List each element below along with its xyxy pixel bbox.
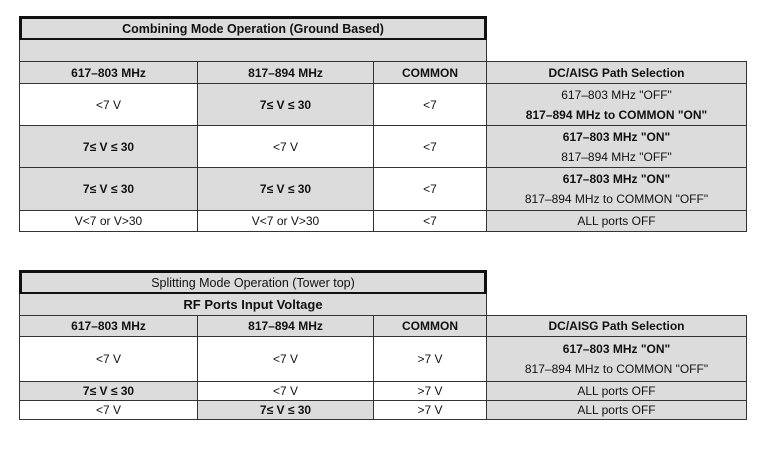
dc-cell: ALL ports OFF xyxy=(486,400,747,420)
combining-blank-row xyxy=(19,40,487,62)
cell: <7 xyxy=(373,210,487,232)
dc-line: 817–894 MHz to COMMON "OFF" xyxy=(524,362,709,376)
header-dc-aisg: DC/AISG Path Selection xyxy=(486,61,747,84)
header-817-894: 817–894 MHz xyxy=(197,315,374,337)
dc-line: 617–803 MHz "ON" xyxy=(562,342,671,356)
dc-cell: 617–803 MHz "OFF" 817–894 MHz to COMMON "… xyxy=(486,83,747,126)
dc-line: 817–894 MHz to COMMON "OFF" xyxy=(524,192,709,206)
splitting-title: Splitting Mode Operation (Tower top) xyxy=(19,270,487,295)
dc-cell: ALL ports OFF xyxy=(486,381,747,401)
cell: 7≤ V ≤ 30 xyxy=(19,381,198,401)
cell: V<7 or V>30 xyxy=(197,210,374,232)
dc-line: 817–894 MHz to COMMON "ON" xyxy=(525,107,708,122)
header-617-803: 617–803 MHz xyxy=(19,61,198,84)
cell: <7 V xyxy=(197,336,374,382)
cell: <7 V xyxy=(19,400,198,420)
cell: 7≤ V ≤ 30 xyxy=(197,83,374,126)
cell: <7 V xyxy=(197,125,374,168)
cell: >7 V xyxy=(373,400,487,420)
dc-cell: 617–803 MHz "ON" 817–894 MHz to COMMON "O… xyxy=(486,336,747,382)
cell: <7 xyxy=(373,167,487,211)
dc-cell: ALL ports OFF xyxy=(486,210,747,232)
header-617-803: 617–803 MHz xyxy=(19,315,198,337)
header-817-894: 817–894 MHz xyxy=(197,61,374,84)
cell: <7 xyxy=(373,125,487,168)
cell: 7≤ V ≤ 30 xyxy=(197,400,374,420)
cell: <7 V xyxy=(19,336,198,382)
cell: 7≤ V ≤ 30 xyxy=(19,167,198,211)
header-common: COMMON xyxy=(373,315,487,337)
dc-line: 817–894 MHz "OFF" xyxy=(561,149,672,164)
cell: 7≤ V ≤ 30 xyxy=(19,125,198,168)
cell: <7 V xyxy=(197,381,374,401)
cell: V<7 or V>30 xyxy=(19,210,198,232)
dc-line: 617–803 MHz "ON" xyxy=(562,172,671,186)
header-common: COMMON xyxy=(373,61,487,84)
dc-cell: 617–803 MHz "ON" 817–894 MHz to COMMON "O… xyxy=(486,167,747,211)
cell: 7≤ V ≤ 30 xyxy=(197,167,374,211)
cell: <7 V xyxy=(19,83,198,126)
dc-line: 617–803 MHz "ON" xyxy=(562,129,671,144)
cell: >7 V xyxy=(373,381,487,401)
cell: <7 xyxy=(373,83,487,126)
cell: >7 V xyxy=(373,336,487,382)
splitting-subtitle: RF Ports Input Voltage xyxy=(19,294,487,316)
combining-title: Combining Mode Operation (Ground Based) xyxy=(19,16,487,41)
dc-cell: 617–803 MHz "ON" 817–894 MHz "OFF" xyxy=(486,125,747,168)
header-dc-aisg: DC/AISG Path Selection xyxy=(486,315,747,337)
dc-line: 617–803 MHz "OFF" xyxy=(561,87,672,102)
